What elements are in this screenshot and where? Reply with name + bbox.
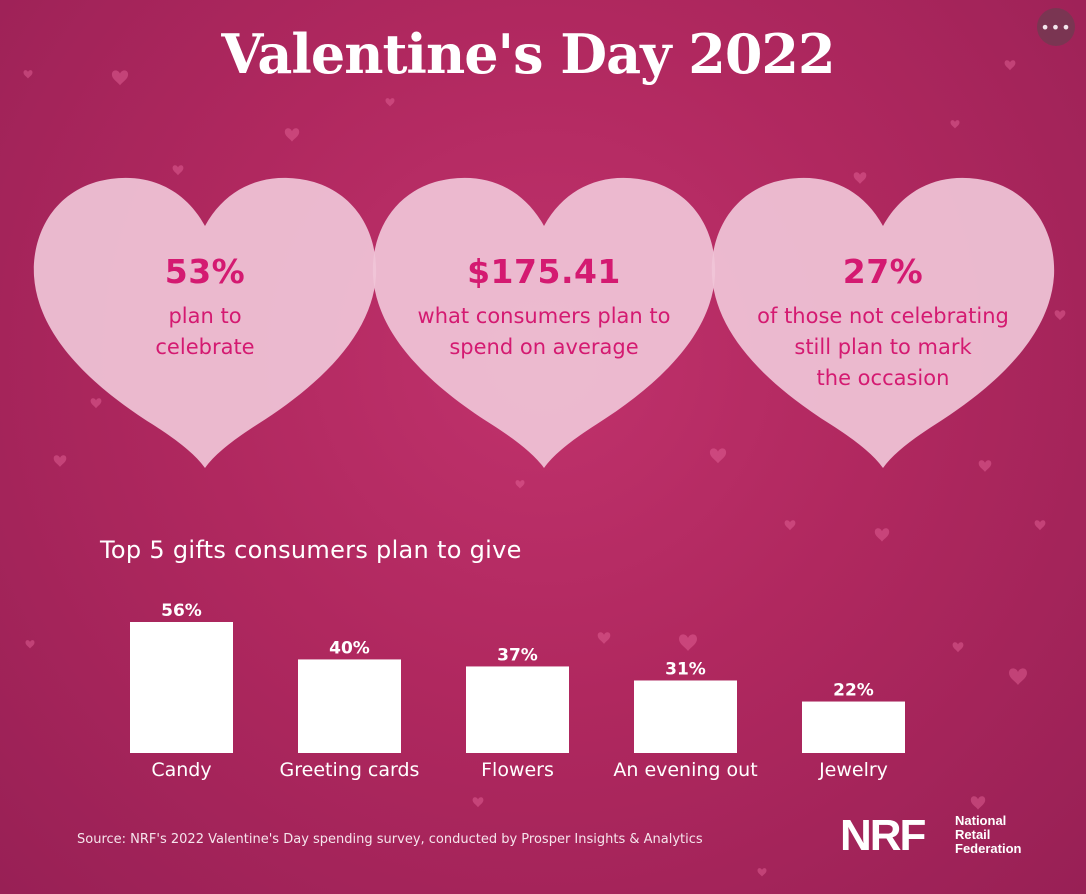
bar-an-evening-out <box>634 680 737 753</box>
heart-shape <box>33 177 377 468</box>
stat-value: 27% <box>842 252 924 291</box>
bar-category-label: Flowers <box>481 759 554 781</box>
bar-greeting-cards <box>298 659 401 753</box>
stat-text: 53% plan to celebrate <box>32 252 378 363</box>
stat-label-line: the occasion <box>816 366 950 390</box>
bar-category-label: An evening out <box>613 759 757 781</box>
more-options-button[interactable]: ••• <box>1037 8 1075 46</box>
nrf-name-line: National <box>955 813 1007 828</box>
bar-chart-svg: 56% Candy 40% Greeting cards 37% Flowers 31% An… <box>130 601 905 781</box>
stat-value: $175.41 <box>467 252 621 291</box>
source-note: Source: NRF's 2022 Valentine's Day spend… <box>77 832 703 847</box>
stat-label-line: plan to <box>168 304 242 328</box>
bar-value-label: 56% <box>161 601 202 621</box>
bar-value-label: 31% <box>665 659 706 679</box>
stat-label-line: celebrate <box>155 335 255 359</box>
nrf-logo-mark: NRF <box>840 811 926 860</box>
bar-category-label: Jewelry <box>818 759 888 781</box>
bar-value-label: 37% <box>497 645 538 665</box>
stat-label-line: what consumers plan to <box>417 304 671 328</box>
nrf-name-line: Federation <box>955 841 1022 856</box>
stat-label-line: still plan to mark <box>794 335 972 359</box>
gift-bar-chart: 56% Candy 40% Greeting cards 37% Flowers 31% An… <box>0 590 1086 790</box>
stat-text: 27% of those not celebrating still plan to… <box>710 252 1056 394</box>
stat-label-line: of those not celebrating <box>757 304 1009 328</box>
bar-flowers <box>466 666 569 753</box>
stat-text: $175.41 what consumers plan to spend on av… <box>371 252 717 363</box>
bar-candy <box>130 622 233 753</box>
nrf-logo-name: National Retail Federation <box>955 814 1055 856</box>
bar-value-label: 22% <box>833 681 874 701</box>
bar-jewelry <box>802 701 905 753</box>
stat-label-line: spend on average <box>449 335 639 359</box>
stat-value: 53% <box>164 252 246 291</box>
more-horizontal-icon: ••• <box>1040 17 1072 37</box>
heart-shape <box>372 177 716 468</box>
heart-shape <box>711 177 1055 468</box>
page-title: Valentine's Day 2022 <box>221 22 835 86</box>
stat-heart: 27% of those not celebrating still plan to… <box>710 176 1056 470</box>
bar-category-label: Candy <box>151 759 211 781</box>
chart-title: Top 5 gifts consumers plan to give <box>100 536 522 564</box>
nrf-name-line: Retail <box>955 827 991 842</box>
bar-category-label: Greeting cards <box>280 759 420 781</box>
bar-value-label: 40% <box>329 638 370 658</box>
stat-heart: $175.41 what consumers plan to spend on av… <box>371 176 717 470</box>
stat-heart: 53% plan to celebrate <box>32 176 378 470</box>
